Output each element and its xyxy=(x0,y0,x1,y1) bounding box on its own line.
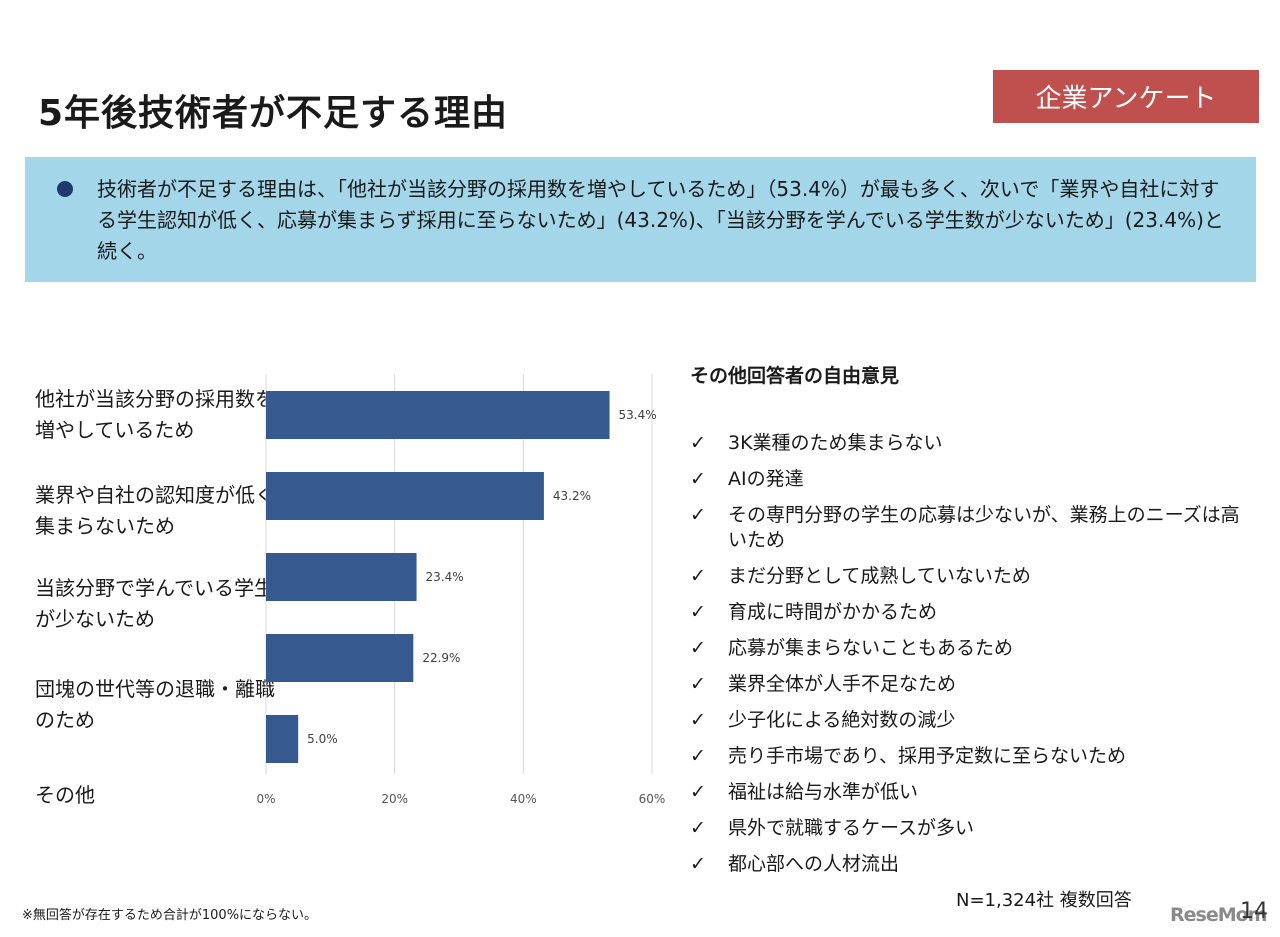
bar-value-label: 53.4% xyxy=(619,408,657,422)
opinion-item: ✓ AIの発達 xyxy=(690,467,1250,492)
opinion-text: 業界全体が人手不足なため xyxy=(728,673,957,695)
checkmark-icon: ✓ xyxy=(690,709,706,731)
opinion-item: ✓ 少子化による絶対数の減少 xyxy=(690,708,1250,733)
bar-value-label: 22.9% xyxy=(422,651,460,665)
opinion-item: ✓ その専門分野の学生の応募は少ないが、業務上のニーズは高いため xyxy=(690,503,1250,553)
resemom-logo: ReseMom xyxy=(1170,904,1267,926)
page-number: 14 xyxy=(1240,899,1268,924)
opinions-list: ✓ 3K業種のため集まらない ✓ AIの発達 ✓ その専門分野の学生の応募は少ないが、業務… xyxy=(690,431,1250,888)
checkmark-icon: ✓ xyxy=(690,817,706,839)
opinion-item: ✓ 業界全体が人手不足なため xyxy=(690,672,1250,697)
opinion-item: ✓ 応募が集まらないこともあるため xyxy=(690,636,1250,661)
opinion-text: 育成に時間がかかるため xyxy=(728,601,938,623)
footnote: ※無回答が存在するため合計が100%にならない。 xyxy=(22,908,318,923)
opinion-text: 3K業種のため集まらない xyxy=(728,432,943,454)
bar xyxy=(266,472,544,520)
checkmark-icon: ✓ xyxy=(690,673,706,695)
opinion-item: ✓ 県外で就職するケースが多い xyxy=(690,816,1250,841)
checkmark-icon: ✓ xyxy=(690,504,706,526)
opinion-item: ✓ 都心部への人材流出 xyxy=(690,852,1250,877)
opinion-item: ✓ 育成に時間がかかるため xyxy=(690,600,1250,625)
x-tick-label: 60% xyxy=(639,792,666,806)
checkmark-icon: ✓ xyxy=(690,468,706,490)
opinion-text: 応募が集まらないこともあるため xyxy=(728,637,1014,659)
category-label: 他社が当該分野の採用数を増やしているため xyxy=(35,387,275,442)
opinion-item: ✓ 売り手市場であり、採用予定数に至らないため xyxy=(690,744,1250,769)
opinion-text: その専門分野の学生の応募は少ないが、業務上のニーズは高いため xyxy=(728,504,1240,551)
bar xyxy=(266,715,299,763)
opinion-text: まだ分野として成熟していないため xyxy=(728,565,1031,587)
checkmark-icon: ✓ xyxy=(690,432,706,454)
page-title: 5年後技術者が不足する理由 xyxy=(38,93,509,134)
x-tick-label: 40% xyxy=(510,792,537,806)
opinion-text: 都心部への人材流出 xyxy=(728,853,900,875)
sample-size: N=1,324社 複数回答 xyxy=(956,890,1132,911)
opinion-text: 県外で就職するケースが多い xyxy=(728,817,975,839)
checkmark-icon: ✓ xyxy=(690,637,706,659)
survey-badge: 企業アンケート xyxy=(993,70,1259,123)
checkmark-icon: ✓ xyxy=(690,601,706,623)
bar xyxy=(266,634,414,682)
bar xyxy=(266,553,417,601)
bar-value-label: 23.4% xyxy=(426,570,464,584)
x-tick-label: 20% xyxy=(381,792,408,806)
opinions-title: その他回答者の自由意見 xyxy=(690,365,900,387)
category-label: 当該分野で学んでいる学生が少ないため xyxy=(35,576,274,631)
bar-value-label: 5.0% xyxy=(307,732,338,746)
opinion-item: ✓ 3K業種のため集まらない xyxy=(690,431,1250,456)
checkmark-icon: ✓ xyxy=(690,745,706,767)
category-label: 団塊の世代等の退職・離職のため xyxy=(35,677,275,732)
checkmark-icon: ✓ xyxy=(690,565,706,587)
x-tick-label: 0% xyxy=(256,792,275,806)
category-label: 業界や自社の認知度が低く集まらないため xyxy=(35,483,275,538)
opinion-text: 福祉は給与水準が低い xyxy=(728,781,919,803)
bullet-icon xyxy=(57,181,73,197)
summary-text: 技術者が不足する理由は、「他社が当該分野の採用数を増やしているため」（53.4%… xyxy=(97,177,1224,263)
opinion-text: AIの発達 xyxy=(728,468,804,490)
opinion-text: 売り手市場であり、採用予定数に至らないため xyxy=(728,745,1127,767)
bar-value-label: 43.2% xyxy=(553,489,591,503)
checkmark-icon: ✓ xyxy=(690,853,706,875)
summary-box: 技術者が不足する理由は、「他社が当該分野の採用数を増やしているため」（53.4%… xyxy=(25,157,1256,282)
checkmark-icon: ✓ xyxy=(690,781,706,803)
opinion-item: ✓ 福祉は給与水準が低い xyxy=(690,780,1250,805)
opinion-item: ✓ まだ分野として成熟していないため xyxy=(690,564,1250,589)
opinion-text: 少子化による絶対数の減少 xyxy=(728,709,956,731)
bar xyxy=(266,391,610,439)
category-label: その他 xyxy=(35,783,95,807)
